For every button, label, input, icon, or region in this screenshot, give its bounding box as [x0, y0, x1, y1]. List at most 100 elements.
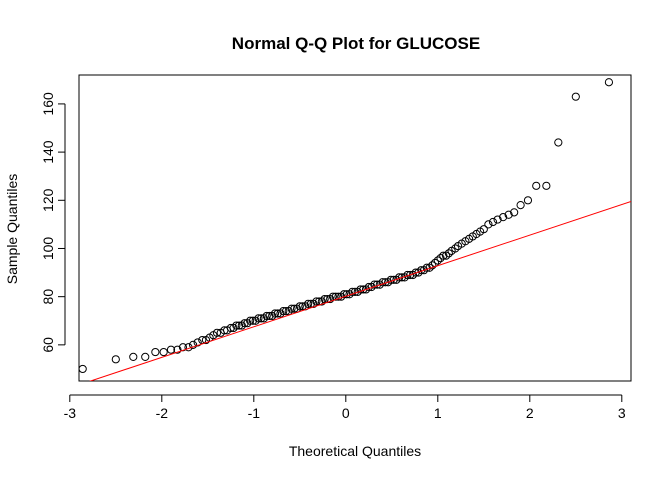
data-point: [259, 314, 269, 323]
data-point: [188, 340, 198, 349]
data-point: [212, 328, 222, 337]
data-point: [234, 321, 244, 330]
data-point: [320, 294, 329, 304]
data-point: [392, 275, 401, 284]
data-point: [353, 287, 362, 296]
data-point: [348, 287, 357, 296]
data-point: [554, 138, 563, 147]
data-point: [281, 307, 291, 316]
data-point: [246, 316, 255, 325]
data-point: [254, 314, 263, 323]
x-axis-label: Theoretical Quantiles: [289, 443, 421, 459]
data-point: [397, 273, 407, 282]
data-point: [268, 311, 277, 321]
data-point: [451, 244, 460, 253]
plot-area: -3 -2 -1 0 1 2 3 60 80 100 120 140 160: [40, 74, 632, 421]
y-axis-label: Sample Quantiles: [4, 174, 20, 285]
data-point: [166, 345, 176, 354]
data-point: [273, 309, 282, 318]
qq-reference-line: [89, 201, 631, 381]
data-point: [303, 299, 313, 308]
data-point: [439, 251, 448, 260]
data-point: [159, 347, 168, 357]
y-tick-label: 140: [40, 140, 56, 164]
data-point: [257, 314, 266, 323]
data-point: [240, 319, 249, 328]
data-point: [237, 321, 246, 330]
y-tick-label: 120: [40, 188, 56, 212]
data-point: [251, 316, 260, 325]
data-point: [193, 338, 202, 347]
data-point: [312, 297, 321, 306]
data-point: [428, 261, 437, 270]
data-point: [290, 304, 299, 313]
data-point: [270, 309, 280, 318]
data-point: [542, 181, 551, 190]
data-point: [499, 213, 508, 222]
data-point: [523, 196, 533, 205]
data-point: [389, 275, 398, 284]
data-point: [141, 352, 150, 362]
data-point: [226, 323, 235, 333]
data-point: [173, 345, 182, 354]
x-tick-label: 3: [618, 405, 626, 421]
data-point: [375, 280, 384, 289]
data-point: [262, 311, 271, 321]
data-point: [406, 270, 415, 280]
x-tick-label: 0: [342, 405, 350, 421]
data-point: [425, 263, 434, 272]
x-tick-label: -3: [64, 405, 77, 421]
y-tick-label: 160: [40, 92, 56, 116]
plot-frame: [78, 74, 632, 382]
y-tick-label: 60: [40, 337, 56, 353]
chart-title: Normal Q-Q Plot for GLUCOSE: [232, 34, 480, 53]
data-point: [411, 268, 420, 277]
data-point: [488, 217, 498, 227]
data-point: [493, 215, 502, 224]
y-tick-label: 80: [40, 289, 56, 305]
data-point: [78, 364, 87, 374]
data-point: [370, 280, 379, 289]
x-tick-label: 2: [526, 405, 534, 421]
data-point: [151, 347, 160, 357]
data-point: [484, 220, 493, 229]
data-point: [414, 268, 423, 277]
data-point: [298, 302, 307, 311]
data-point: [516, 201, 525, 210]
data-point: [248, 316, 257, 325]
data-point: [317, 297, 326, 306]
data-point: [331, 292, 340, 301]
data-point: [229, 323, 238, 333]
data-point: [309, 299, 318, 308]
data-point: [604, 78, 614, 87]
data-point: [378, 278, 387, 287]
data-point: [265, 311, 274, 321]
y-tick-label: 100: [40, 237, 56, 261]
data-point: [276, 309, 285, 318]
data-point: [532, 181, 541, 190]
data-point: [444, 249, 453, 258]
data-point: [367, 282, 376, 292]
data-point: [571, 92, 580, 101]
data-point: [326, 294, 335, 304]
data-point: [243, 319, 252, 328]
data-point: [436, 254, 445, 263]
data-point: [504, 210, 513, 219]
data-point: [361, 285, 371, 294]
data-point: [287, 304, 296, 313]
data-point: [510, 208, 519, 217]
data-point: [479, 225, 488, 234]
data-point: [339, 290, 349, 299]
data-point: [178, 343, 188, 352]
data-point: [295, 302, 304, 311]
x-tick-label: -1: [248, 405, 261, 421]
data-point: [441, 251, 451, 260]
data-point: [279, 307, 288, 316]
data-point: [111, 355, 120, 364]
x-tick-label: -2: [156, 405, 169, 421]
data-point: [129, 352, 138, 362]
data-point: [334, 292, 343, 301]
x-tick-label: 1: [434, 405, 442, 421]
